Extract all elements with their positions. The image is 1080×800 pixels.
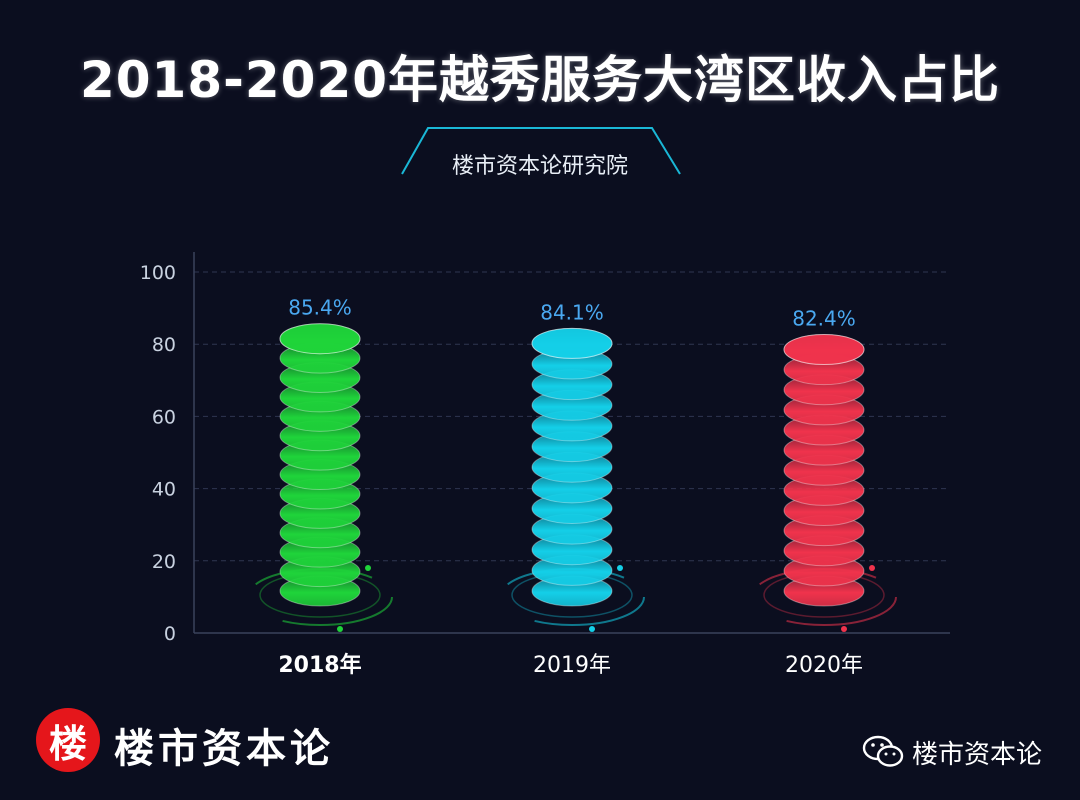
x-tick-label: 2020年 [785, 653, 863, 678]
wechat-icon [862, 735, 904, 767]
bar [783, 334, 865, 607]
y-tick-label: 20 [152, 551, 176, 573]
bar [279, 323, 361, 607]
source-banner-frame [100, 127, 985, 175]
y-tick-label: 100 [140, 262, 176, 284]
wechat-label: 楼市资本论 [912, 739, 1043, 770]
y-tick-label: 0 [164, 623, 176, 645]
source-banner: 楼市资本论研究院 [0, 118, 1080, 188]
x-tick-label: 2018年 [278, 652, 361, 678]
y-tick-label: 40 [152, 479, 176, 501]
y-tick-label: 80 [152, 334, 176, 356]
brand-logo: 楼 [36, 708, 100, 772]
data-label: 84.1% [540, 300, 604, 324]
data-label: 85.4% [288, 296, 352, 320]
brand-name: 楼市资本论 [114, 725, 334, 772]
data-label: 82.4% [792, 307, 856, 331]
wechat-account: 楼市资本论 [862, 732, 1042, 772]
bar [531, 327, 613, 607]
x-tick-label: 2019年 [533, 653, 611, 678]
brand-logo-char: 楼 [36, 708, 100, 772]
source-text: 楼市资本论研究院 [451, 154, 628, 179]
chart-title: 2018-2020年越秀服务大湾区收入占比 [79, 51, 1001, 109]
y-tick-label: 60 [152, 406, 176, 428]
